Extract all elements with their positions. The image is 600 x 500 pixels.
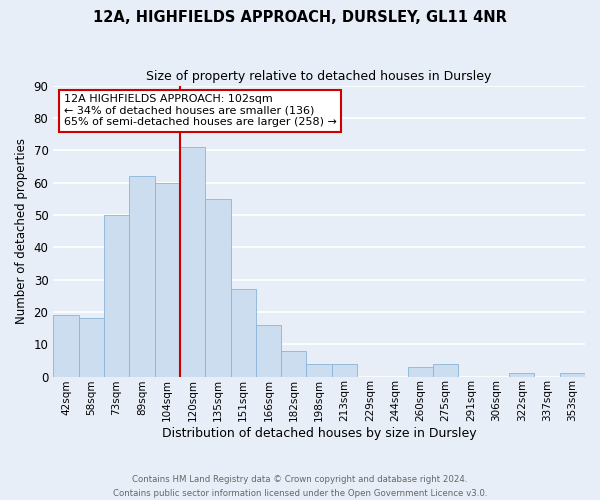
Bar bbox=[256, 325, 281, 376]
Y-axis label: Number of detached properties: Number of detached properties bbox=[15, 138, 28, 324]
Bar bbox=[79, 318, 104, 376]
Text: 12A HIGHFIELDS APPROACH: 102sqm
← 34% of detached houses are smaller (136)
65% o: 12A HIGHFIELDS APPROACH: 102sqm ← 34% of… bbox=[64, 94, 337, 128]
Bar bbox=[155, 182, 180, 376]
Bar bbox=[281, 350, 307, 376]
Bar bbox=[230, 289, 256, 376]
Bar bbox=[433, 364, 458, 376]
Bar bbox=[307, 364, 332, 376]
Bar bbox=[205, 198, 230, 376]
Bar bbox=[53, 315, 79, 376]
Bar bbox=[180, 147, 205, 376]
Bar bbox=[509, 374, 535, 376]
X-axis label: Distribution of detached houses by size in Dursley: Distribution of detached houses by size … bbox=[162, 427, 476, 440]
Bar bbox=[560, 374, 585, 376]
Text: Contains HM Land Registry data © Crown copyright and database right 2024.
Contai: Contains HM Land Registry data © Crown c… bbox=[113, 476, 487, 498]
Bar bbox=[104, 215, 129, 376]
Bar bbox=[129, 176, 155, 376]
Text: 12A, HIGHFIELDS APPROACH, DURSLEY, GL11 4NR: 12A, HIGHFIELDS APPROACH, DURSLEY, GL11 … bbox=[93, 10, 507, 25]
Bar bbox=[332, 364, 357, 376]
Title: Size of property relative to detached houses in Dursley: Size of property relative to detached ho… bbox=[146, 70, 492, 83]
Bar bbox=[408, 367, 433, 376]
